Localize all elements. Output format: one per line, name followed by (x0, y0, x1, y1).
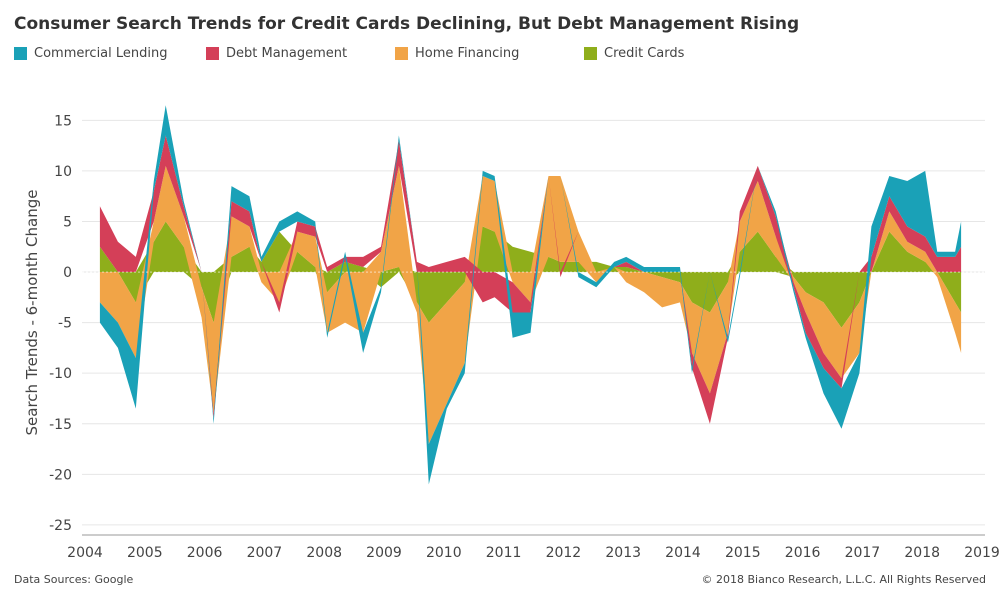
y-tick-label: 10 (54, 164, 72, 180)
y-tick-label: -5 (58, 316, 72, 332)
legend-label-home-financing: Home Financing (415, 46, 520, 61)
data-source-note: Data Sources: Google (14, 573, 134, 586)
y-tick-label: -20 (49, 467, 72, 483)
x-tick-label: 2019 (964, 545, 1000, 561)
x-tick-label: 2013 (605, 545, 641, 561)
x-tick-label: 2018 (904, 545, 940, 561)
y-axis-label: Search Trends - 6-month Change (23, 190, 41, 436)
y-tick-label: -25 (49, 518, 72, 534)
x-tick-label: 2004 (67, 545, 103, 561)
x-tick-label: 2011 (486, 545, 522, 561)
y-tick-label: -10 (49, 366, 72, 382)
x-tick-label: 2007 (247, 545, 283, 561)
legend-label-credit-cards: Credit Cards (604, 46, 685, 61)
legend-swatch-credit-cards (584, 47, 597, 60)
legend-item-home-financing[interactable]: Home Financing (395, 46, 519, 61)
legend-item-debt-management[interactable]: Debt Management (206, 46, 347, 61)
legend-label-commercial-lending: Commercial Lending (34, 46, 168, 61)
chart-title: Consumer Search Trends for Credit Cards … (14, 14, 800, 34)
legend-item-commercial-lending[interactable]: Commercial Lending (14, 46, 168, 61)
x-tick-label: 2008 (306, 545, 342, 561)
copyright-note: © 2018 Bianco Research, L.L.C. All Right… (701, 573, 986, 586)
legend-swatch-home-financing (395, 47, 408, 60)
area-debt-management (99, 135, 962, 424)
legend: Commercial Lending Debt Management Home … (14, 46, 974, 66)
x-tick-label: 2017 (845, 545, 881, 561)
x-tick-label: 2012 (546, 545, 582, 561)
x-tick-label: 2005 (127, 545, 163, 561)
legend-item-credit-cards[interactable]: Credit Cards (584, 46, 684, 61)
legend-swatch-commercial-lending (14, 47, 27, 60)
area-home-financing (99, 165, 962, 444)
x-tick-label: 2010 (426, 545, 462, 561)
y-tick-label: -15 (49, 417, 72, 433)
legend-label-debt-management: Debt Management (226, 46, 348, 61)
x-tick-label: 2014 (665, 545, 701, 561)
x-tick-label: 2016 (785, 545, 821, 561)
x-tick-label: 2015 (725, 545, 761, 561)
area-credit-cards (99, 221, 962, 328)
y-tick-label: 5 (63, 214, 72, 230)
y-tick-label: 15 (54, 113, 72, 129)
y-tick-label: 0 (63, 265, 72, 281)
x-tick-label: 2006 (187, 545, 223, 561)
legend-swatch-debt-management (206, 47, 219, 60)
x-tick-label: 2009 (366, 545, 402, 561)
